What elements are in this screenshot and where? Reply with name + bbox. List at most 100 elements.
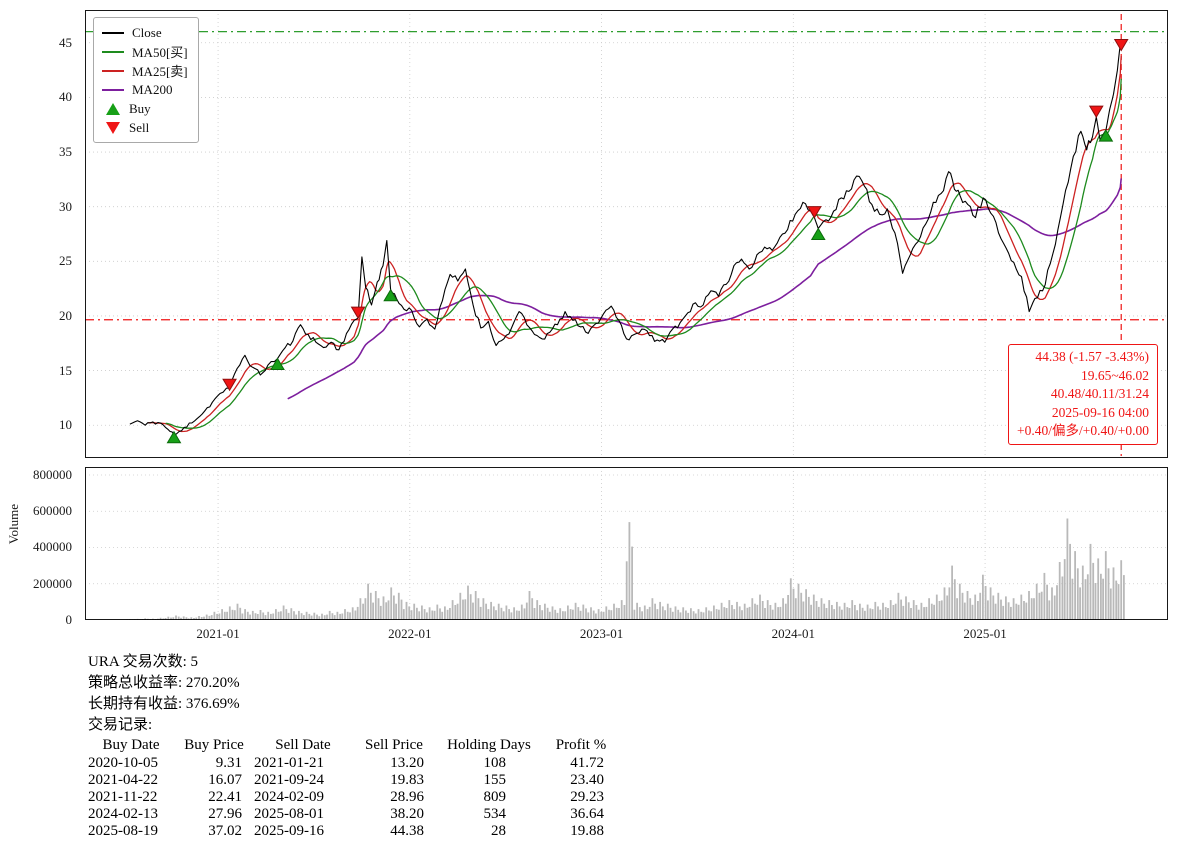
annotation-line: 40.48/40.11/31.24	[1050, 386, 1149, 401]
trade-cell: 44.38	[390, 823, 424, 839]
quote-annotation: 44.38 (-1.57 -3.43%) 19.65~46.02 40.48/40.…	[1008, 344, 1158, 445]
trade-row: 2025-08-19 37.02 2025-09-16 44.38 28 19.88	[88, 823, 620, 840]
legend-item: MA50[买]	[102, 42, 188, 61]
trade-cell: 13.20	[390, 755, 424, 771]
trade-cell: 155	[483, 772, 507, 788]
volume-chart: 0 200000 400000 600000 800000 2021-01 2022-01…	[0, 460, 1180, 652]
trade-cell: 19.83	[390, 772, 424, 788]
volume-xtick-label: 2025-01	[963, 626, 1007, 641]
trade-row: 2021-11-22 22.41 2024-02-09 28.96 809 29.23	[88, 789, 620, 806]
price-plot-svg	[85, 10, 1168, 458]
sell-marker-icon	[1088, 105, 1104, 119]
trades-header-cell: Buy Date	[102, 737, 160, 753]
annotation-line: 2025-09-16 04:00	[1051, 404, 1149, 420]
trade-cell: 108	[483, 755, 507, 771]
volume-x-axis: 2021-01 2022-01 2023-01 2024-01 2025-01	[85, 626, 1168, 646]
price-ytick-label: 45	[59, 34, 72, 50]
trade-cell: 534	[483, 806, 507, 822]
price-ytick-label: 10	[59, 417, 72, 433]
volume-ytick-label: 0	[65, 612, 73, 627]
trades-header-cell: Sell Date	[275, 737, 331, 753]
trade-cell: 37.02	[208, 823, 242, 839]
price-y-axis: 10 15 20 25 30 35 40 45	[0, 10, 78, 458]
trade-cell: 19.88	[570, 823, 604, 839]
volume-xtick-label: 2022-01	[388, 626, 432, 641]
line-swatch-icon	[102, 88, 124, 91]
buy-marker-icon	[810, 227, 826, 240]
legend-label: Close	[132, 24, 162, 40]
legend-label: MA25[卖]	[132, 64, 188, 79]
trade-cell: 23.40	[570, 772, 604, 788]
trade-cell: 2025-08-01	[254, 806, 324, 822]
legend-item: Buy	[102, 99, 188, 118]
legend-item: Sell	[102, 118, 188, 137]
volume-ytick-label: 200000	[33, 575, 72, 591]
legend-label: MA50[买]	[132, 45, 188, 60]
buy-marker-icon	[106, 102, 120, 115]
trade-cell: 2025-09-16	[254, 823, 324, 839]
sell-marker-icon	[807, 206, 822, 219]
trade-cell: 36.64	[570, 806, 604, 822]
trade-cell: 28	[491, 823, 506, 839]
trade-cell: 2021-09-24	[254, 772, 324, 788]
price-ytick-label: 15	[59, 362, 72, 378]
price-ytick-label: 30	[59, 198, 72, 214]
legend-item: Close	[102, 23, 188, 42]
legend-label: Sell	[129, 119, 150, 135]
trades-table: Buy Date Buy Price Sell Date Sell Price Hold…	[88, 737, 620, 840]
trade-cell: 27.96	[208, 806, 242, 822]
trades-header-cell: Holding Days	[447, 737, 531, 753]
price-ytick-label: 40	[59, 89, 72, 105]
annotation-line: 44.38 (-1.57 -3.43%)	[1035, 349, 1149, 364]
price-chart: 10 15 20 25 30 35 40 45 Close MA50[买] MA25[卖] MA20…	[0, 10, 1168, 458]
stats-block: URA 交易次数: 5 策略总收益率: 270.20% 长期持有收益: 376.…	[88, 652, 620, 840]
trade-row: 2024-02-13 27.96 2025-08-01 38.20 534 36.64	[88, 806, 620, 823]
trade-cell: 2021-01-21	[254, 755, 324, 771]
trade-cell: 16.07	[208, 772, 242, 788]
volume-ytick-label: 600000	[33, 503, 72, 519]
trade-cell: 38.20	[390, 806, 424, 822]
volume-ytick-label: 400000	[33, 539, 72, 555]
chart-legend: Close MA50[买] MA25[卖] MA200 Buy Sell	[93, 17, 199, 143]
legend-label: MA200	[132, 81, 173, 97]
trades-table-body: 2020-10-05 9.31 2021-01-21 13.20 108 41.72 202…	[88, 755, 620, 840]
trade-cell: 41.72	[570, 755, 604, 771]
hold-return-line: 长期持有收益: 376.69%	[88, 696, 240, 712]
price-ytick-label: 25	[59, 253, 72, 269]
trades-header-cell: Profit %	[555, 737, 607, 753]
strategy-return-line: 策略总收益率: 270.20%	[88, 675, 240, 691]
trade-cell: 2020-10-05	[88, 755, 158, 771]
trade-cell: 2024-02-09	[254, 789, 324, 805]
trade-cell: 29.23	[570, 789, 604, 805]
trade-cell: 9.31	[215, 755, 242, 771]
volume-xtick-label: 2023-01	[579, 626, 624, 641]
volume-axis-label: Volume	[6, 504, 21, 545]
sell-marker-icon	[350, 306, 366, 320]
line-swatch-icon	[102, 69, 124, 72]
sell-marker-icon	[106, 121, 120, 134]
trades-header-cell: Sell Price	[365, 737, 423, 753]
trades-table-head: Buy Date Buy Price Sell Date Sell Price Hold…	[88, 737, 620, 755]
trades-header-row: Buy Date Buy Price Sell Date Sell Price Hold…	[88, 737, 620, 755]
annotation-line: 19.65~46.02	[1080, 367, 1149, 383]
trade-cell: 2025-08-19	[88, 823, 158, 839]
trade-row: 2020-10-05 9.31 2021-01-21 13.20 108 41.72	[88, 755, 620, 772]
trade-cell: 2021-04-22	[88, 772, 158, 788]
volume-xtick-label: 2024-01	[771, 626, 815, 641]
legend-item: MA25[卖]	[102, 61, 188, 80]
legend-label: Buy	[129, 100, 151, 116]
sell-marker-icon	[1113, 38, 1129, 52]
price-ytick-label: 20	[59, 307, 72, 323]
legend-item: MA200	[102, 80, 188, 99]
trade-row: 2021-04-22 16.07 2021-09-24 19.83 155 23.40	[88, 772, 620, 789]
trade-count-line: URA 交易次数: 5	[88, 654, 199, 670]
trade-cell: 2024-02-13	[88, 806, 158, 822]
buy-marker-icon	[270, 357, 285, 371]
buy-marker-icon	[1098, 129, 1114, 142]
price-ytick-label: 35	[59, 144, 72, 160]
volume-y-axis: 0 200000 400000 600000 800000	[0, 467, 78, 627]
sell-marker-icon	[222, 378, 237, 392]
buy-marker-icon	[166, 430, 182, 444]
trade-cell: 22.41	[208, 789, 242, 805]
